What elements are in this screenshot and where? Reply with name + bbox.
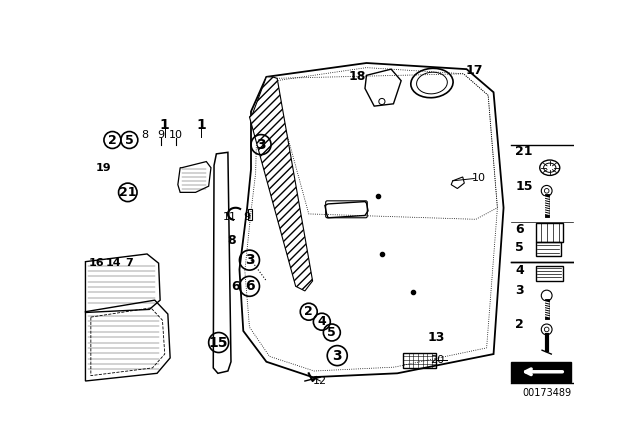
Bar: [511, 362, 572, 382]
Text: 18: 18: [349, 70, 366, 83]
Text: 2: 2: [515, 318, 524, 332]
Text: 4: 4: [515, 264, 524, 277]
Text: 9: 9: [244, 212, 251, 222]
Text: 4: 4: [317, 315, 326, 328]
Text: 1: 1: [160, 118, 170, 132]
Text: 20: 20: [430, 355, 444, 365]
Text: 6: 6: [231, 280, 240, 293]
Text: 21: 21: [119, 186, 136, 199]
Text: 5: 5: [328, 326, 336, 339]
Text: 5: 5: [515, 241, 524, 254]
Text: 3: 3: [515, 284, 524, 297]
Text: 12: 12: [313, 376, 328, 386]
Polygon shape: [250, 77, 312, 291]
Text: 6: 6: [244, 279, 254, 293]
Text: 3: 3: [256, 138, 266, 151]
Text: 13: 13: [427, 331, 445, 344]
Text: 2: 2: [305, 305, 313, 318]
Text: 7: 7: [125, 258, 133, 268]
Text: 16: 16: [89, 258, 105, 268]
Text: 11: 11: [223, 212, 236, 222]
Text: 5: 5: [125, 134, 134, 146]
Text: 19: 19: [95, 163, 111, 173]
Text: 3: 3: [244, 253, 254, 267]
Text: 3: 3: [332, 349, 342, 362]
Text: 8: 8: [141, 129, 148, 140]
Text: 10: 10: [472, 173, 486, 183]
Bar: [248, 209, 252, 220]
Text: 21: 21: [515, 145, 532, 158]
Text: 10: 10: [168, 129, 182, 140]
Text: 1: 1: [196, 118, 206, 132]
Text: 2: 2: [108, 134, 116, 146]
Text: 15: 15: [209, 336, 228, 349]
Text: 8: 8: [227, 233, 236, 246]
Text: 6: 6: [515, 223, 524, 236]
Text: 17: 17: [465, 64, 483, 77]
Text: 15: 15: [515, 180, 532, 193]
Text: 14: 14: [106, 258, 122, 268]
Text: 9: 9: [157, 129, 164, 140]
Text: 00173489: 00173489: [522, 388, 571, 397]
